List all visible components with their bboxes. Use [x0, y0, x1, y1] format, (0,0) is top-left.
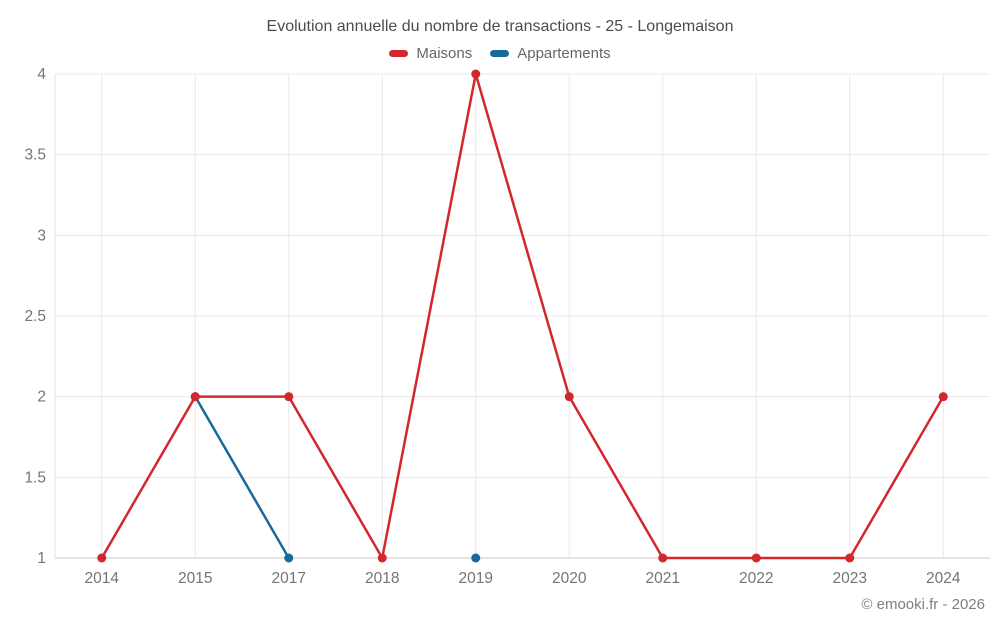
- x-tick-label: 2023: [833, 570, 867, 587]
- y-tick-label: 3: [37, 227, 46, 244]
- x-tick-label: 2020: [552, 570, 587, 587]
- x-tick-label: 2021: [646, 570, 680, 587]
- chart-title: Evolution annuelle du nombre de transact…: [266, 18, 734, 35]
- x-tick-label: 2024: [926, 570, 961, 587]
- data-point-maisons-2018[interactable]: [377, 553, 387, 563]
- data-point-maisons-2020[interactable]: [564, 392, 574, 402]
- x-tick-label: 2014: [85, 570, 120, 587]
- x-tick-label: 2018: [365, 570, 399, 587]
- legend-swatch-maisons-icon: [389, 50, 409, 57]
- series-line-maisons: [100, 72, 945, 560]
- data-point-maisons-2019[interactable]: [471, 69, 481, 79]
- y-tick-label: 4: [37, 66, 46, 83]
- data-point-maisons-2022[interactable]: [751, 553, 761, 563]
- y-tick-label: 2: [37, 389, 46, 406]
- series-line-appartements: [194, 395, 290, 560]
- data-point-maisons-2015[interactable]: [190, 392, 200, 402]
- legend-item-maisons[interactable]: Maisons: [389, 45, 472, 62]
- data-point-maisons-2023[interactable]: [845, 553, 855, 563]
- data-point-maisons-2014[interactable]: [97, 553, 107, 563]
- y-tick-label: 1: [37, 550, 46, 567]
- x-tick-label: 2022: [739, 570, 773, 587]
- data-point-maisons-2021[interactable]: [658, 553, 668, 563]
- y-tick-label: 1.5: [24, 469, 46, 486]
- legend: Maisons Appartements: [0, 45, 1000, 62]
- legend-label-maisons: Maisons: [416, 45, 473, 62]
- legend-label-appartements: Appartements: [517, 45, 611, 62]
- x-tick-label: 2015: [178, 570, 212, 587]
- data-point-maisons-2017[interactable]: [284, 392, 294, 402]
- data-point-maisons-2024[interactable]: [938, 392, 948, 402]
- y-tick-label: 2.5: [24, 308, 46, 325]
- x-tick-label: 2019: [459, 570, 493, 587]
- data-point-appartements-2017[interactable]: [284, 553, 294, 563]
- x-tick-label: 2017: [272, 570, 306, 587]
- y-tick-label: 3.5: [24, 147, 46, 164]
- data-point-appartements-2019[interactable]: [471, 553, 481, 563]
- copyright-text[interactable]: © emooki.fr - 2026: [861, 596, 985, 613]
- legend-swatch-appartements-icon: [490, 50, 510, 57]
- legend-item-appartements[interactable]: Appartements: [490, 45, 611, 62]
